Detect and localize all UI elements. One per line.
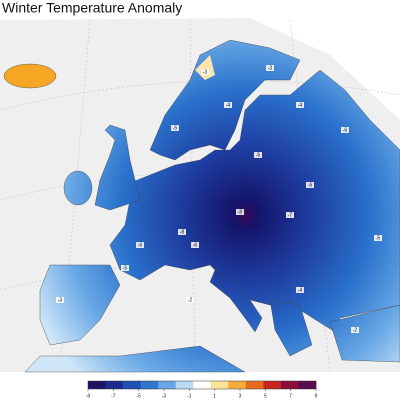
- colorbar-segment: [280, 381, 299, 389]
- contour-label-box: [178, 229, 186, 235]
- contour-label: -6: [138, 242, 143, 248]
- colorbar: -9 -7 -5 -3 -1 1 3 5 7 9: [86, 380, 318, 399]
- colorbar-tick-label: -5: [136, 393, 141, 399]
- scandinavia: [149, 39, 301, 161]
- colorbar-tick-label: 1: [213, 393, 216, 399]
- colorbar-segment: [210, 381, 229, 389]
- contour-label: -7: [288, 212, 293, 218]
- contour-label: -8: [238, 209, 243, 215]
- contour-labels: -3 -3 -4 -4 -5 -5 -6 -6 -7 -8 -8 -6 -6 -5 -5 -4 -3 -2 -2: [56, 65, 382, 333]
- contour-label: -8: [180, 229, 185, 235]
- north-africa: [24, 345, 246, 373]
- colorbar-segment: [263, 381, 282, 389]
- greece: [269, 299, 313, 357]
- italy: [209, 269, 263, 333]
- iberia: [39, 264, 121, 346]
- great-britain: [94, 124, 141, 211]
- contour-label: -5: [173, 125, 178, 131]
- contour-label: -6: [193, 242, 198, 248]
- colorbar-tick-label: 5: [264, 393, 267, 399]
- contour-label-box: [341, 127, 349, 133]
- colorbar-frame: [87, 380, 317, 390]
- contour-label-box: [296, 102, 304, 108]
- contour-label: -6: [308, 182, 313, 188]
- contour-label-box: [254, 152, 262, 158]
- land: [24, 39, 400, 373]
- contour-label-box: [236, 209, 244, 215]
- continent: [109, 69, 400, 333]
- contour-label: -6: [343, 127, 348, 133]
- contour-label: -4: [226, 102, 231, 108]
- iceland: [3, 63, 57, 89]
- contour-label: -3: [268, 65, 273, 71]
- contour-label-box: [171, 125, 179, 131]
- contour-label: -3: [203, 69, 208, 75]
- colorbar-tick-label: -7: [111, 393, 116, 399]
- contour-label-box: [224, 102, 232, 108]
- contour-label: -3: [58, 297, 63, 303]
- contour-label-box: [306, 182, 314, 188]
- contour-label: -4: [298, 102, 303, 108]
- contour-label-box: [136, 242, 144, 248]
- colorbar-tick-label: -3: [162, 393, 167, 399]
- colorbar-segment: [298, 381, 317, 389]
- colorbar-segment: [105, 381, 124, 389]
- contour-label-box: [286, 212, 294, 218]
- map-title: Winter Temperature Anomaly: [2, 0, 182, 16]
- warm-patch: [195, 55, 215, 80]
- contour-label-box: [186, 297, 194, 303]
- contour-label-box: [296, 287, 304, 293]
- colorbar-tick-label: 9: [315, 393, 318, 399]
- contour-label: -4: [298, 287, 303, 293]
- contour-label-box: [121, 265, 129, 271]
- contour-label: -5: [256, 152, 261, 158]
- colorbar-segment: [193, 381, 212, 389]
- contour-label-box: [56, 297, 64, 303]
- colorbar-segment: [123, 381, 141, 389]
- contour-label: -5: [376, 235, 381, 241]
- turkey: [329, 304, 400, 363]
- ireland: [63, 170, 93, 206]
- colorbar-segment: [88, 381, 106, 389]
- colorbar-tick-label: -1: [187, 393, 192, 399]
- colorbar-segment: [158, 381, 176, 389]
- colorbar-tick-label: 7: [289, 393, 292, 399]
- colorbar-tick-label: -9: [86, 393, 91, 399]
- contour-label-box: [201, 69, 209, 75]
- map: -3 -3 -4 -4 -5 -5 -6 -6 -7 -8 -8 -6 -6 -5 -5 -4 -3 -2 -2: [0, 18, 400, 373]
- contour-label: -2: [353, 327, 358, 333]
- colorbar-segment: [175, 381, 194, 389]
- colorbar-tick-label: 3: [239, 393, 242, 399]
- colorbar-segment: [245, 381, 264, 389]
- contour-label: -5: [123, 265, 128, 271]
- contour-label-box: [351, 327, 359, 333]
- contour-label-box: [374, 235, 382, 241]
- colorbar-segment: [140, 381, 159, 389]
- contour-label: -2: [188, 297, 193, 303]
- contour-label-box: [266, 65, 274, 71]
- contour-label-box: [191, 242, 199, 248]
- colorbar-segment: [228, 381, 247, 389]
